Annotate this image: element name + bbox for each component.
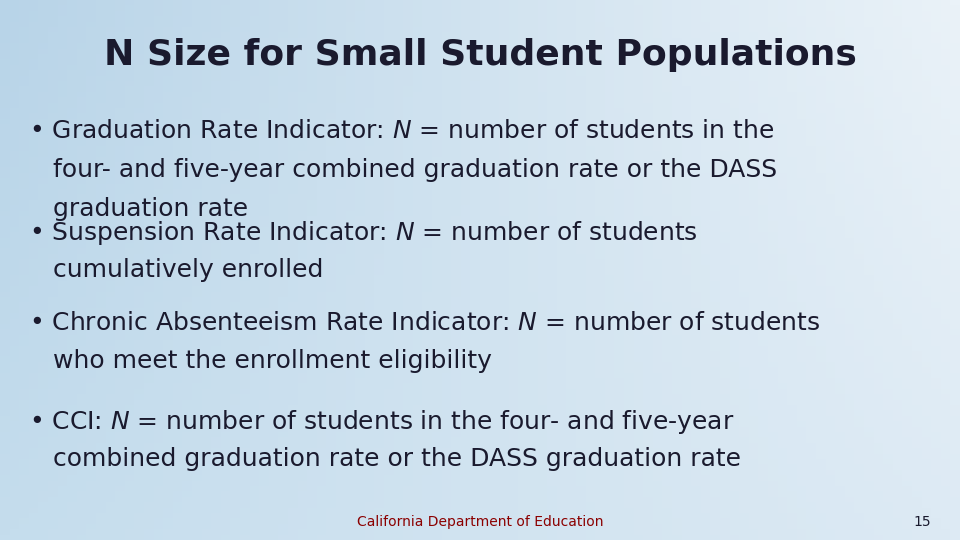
Text: who meet the enrollment eligibility: who meet the enrollment eligibility	[29, 349, 492, 373]
Text: • Graduation Rate Indicator: $\mathit{N}$ = number of students in the: • Graduation Rate Indicator: $\mathit{N}…	[29, 119, 774, 143]
Text: graduation rate: graduation rate	[29, 197, 248, 220]
Text: • CCI: $\mathit{N}$ = number of students in the four- and five-year: • CCI: $\mathit{N}$ = number of students…	[29, 408, 734, 436]
Text: four- and five-year combined graduation rate or the DASS: four- and five-year combined graduation …	[29, 158, 777, 181]
Text: California Department of Education: California Department of Education	[357, 515, 603, 529]
Text: • Chronic Absenteeism Rate Indicator: $\mathit{N}$ = number of students: • Chronic Absenteeism Rate Indicator: $\…	[29, 310, 820, 334]
Text: combined graduation rate or the DASS graduation rate: combined graduation rate or the DASS gra…	[29, 447, 741, 470]
Text: • Suspension Rate Indicator: $\mathit{N}$ = number of students: • Suspension Rate Indicator: $\mathit{N}…	[29, 219, 698, 247]
Text: 15: 15	[914, 515, 931, 529]
Text: N Size for Small Student Populations: N Size for Small Student Populations	[104, 38, 856, 72]
Text: cumulatively enrolled: cumulatively enrolled	[29, 258, 324, 281]
